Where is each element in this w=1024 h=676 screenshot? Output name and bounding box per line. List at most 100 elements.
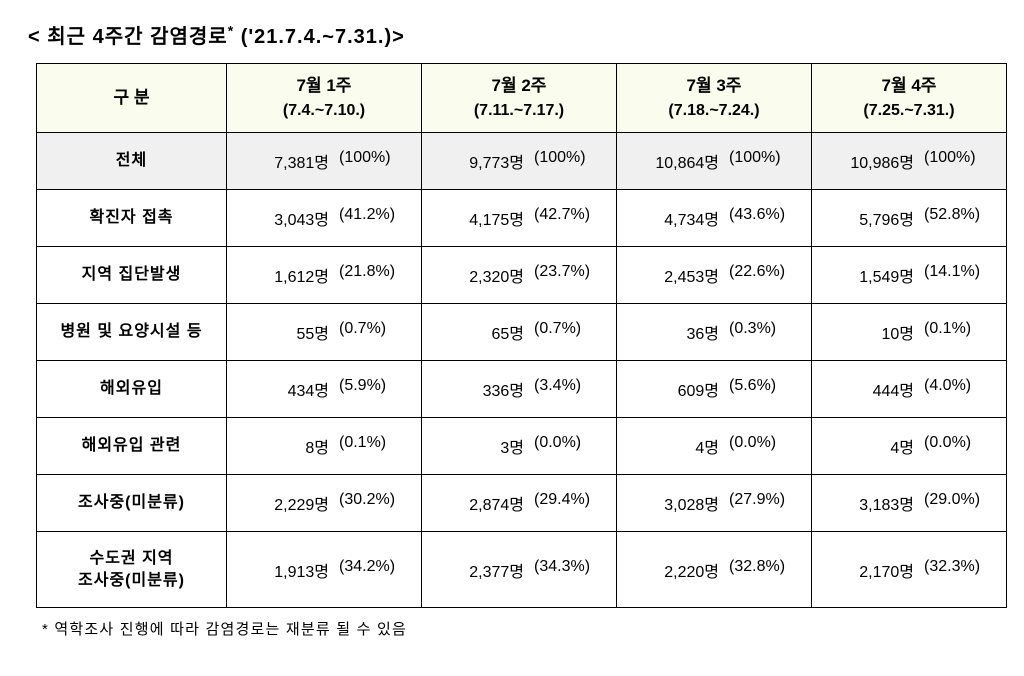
cell-percent: (22.6%) <box>729 263 793 287</box>
data-cell: 1,612명(21.8%) <box>227 247 422 304</box>
cell-count: 2,874명 <box>452 491 524 515</box>
table-row: 조사중(미분류)2,229명(30.2%) 2,874명 (29.4%) 3,028명… <box>37 475 1007 532</box>
data-cell: 1,913명(34.2%) <box>227 532 422 608</box>
table-row: 확진자 접촉3,043명(41.2%)4,175명(42.7%)4,734명(4… <box>37 190 1007 247</box>
data-cell: 5,796명 (52.8%) <box>812 190 1007 247</box>
table-row: 지역 집단발생1,612명(21.8%)2,320명(23.7%)2,453명(… <box>37 247 1007 304</box>
data-cell: 2,320명(23.7%) <box>422 247 617 304</box>
cell-count: 4명 <box>647 434 719 458</box>
cell-count: 4명 <box>842 434 914 458</box>
data-cell: 3,043명 (41.2%) <box>227 190 422 247</box>
week-range: (7.4.~7.10.) <box>283 102 365 119</box>
cell-percent: (32.3%) <box>924 558 988 582</box>
cell-percent: (100%) <box>339 149 403 173</box>
data-cell: 336명(3.4%) <box>422 361 617 418</box>
cell-percent: (0.3%) <box>729 320 793 344</box>
title-asterisk: * <box>228 22 234 38</box>
cell-percent: (41.2%) <box>339 206 403 230</box>
data-cell: 609명 (5.6%) <box>617 361 812 418</box>
cell-percent: (29.0%) <box>924 491 988 515</box>
row-label: 전체 <box>37 133 227 190</box>
cell-count: 3,028명 <box>647 491 719 515</box>
cell-percent: (0.1%) <box>924 320 988 344</box>
data-cell: 55명 (0.7%) <box>227 304 422 361</box>
data-cell: 444명(4.0%) <box>812 361 1007 418</box>
cell-percent: (0.0%) <box>729 434 793 458</box>
data-cell: 8명(0.1%) <box>227 418 422 475</box>
cell-count: 5,796명 <box>842 206 914 230</box>
cell-percent: (21.8%) <box>339 263 403 287</box>
cell-percent: (42.7%) <box>534 206 598 230</box>
week-range: (7.11.~7.17.) <box>474 102 564 119</box>
footnote: * 역학조사 진행에 따라 감염경로는 재분류 될 수 있음 <box>42 618 1000 639</box>
data-cell: 2,229명(30.2%) <box>227 475 422 532</box>
row-label: 해외유입 <box>37 361 227 418</box>
week-title: 7월 1주 <box>297 76 352 95</box>
cell-percent: (100%) <box>924 149 988 173</box>
data-cell: 10,864명 (100%) <box>617 133 812 190</box>
cell-percent: (0.0%) <box>534 434 598 458</box>
data-cell: 2,220명(32.8%) <box>617 532 812 608</box>
table-body: 전체7,381명(100%)9,773명(100%)10,864명(100%)1… <box>37 133 1007 608</box>
cell-count: 2,320명 <box>452 263 524 287</box>
week-title: 7월 2주 <box>492 76 547 95</box>
header-week-4: 7월 4주 (7.25.~7.31.) <box>812 64 1007 133</box>
cell-count: 4,175명 <box>452 206 524 230</box>
cell-count: 2,170명 <box>842 558 914 582</box>
cell-percent: (27.9%) <box>729 491 793 515</box>
table-header-row: 구 분 7월 1주 (7.4.~7.10.) 7월 2주 (7.11.~7.17… <box>37 64 1007 133</box>
data-cell: 2,453명 (22.6%) <box>617 247 812 304</box>
cell-count: 3,043명 <box>257 206 329 230</box>
cell-count: 2,453명 <box>647 263 719 287</box>
cell-count: 65명 <box>452 320 524 344</box>
header-week-3: 7월 3주 (7.18.~7.24.) <box>617 64 812 133</box>
cell-count: 3명 <box>452 434 524 458</box>
title-core: 최근 4주간 감염경로 <box>47 26 227 48</box>
week-title: 7월 4주 <box>882 76 937 95</box>
data-cell: 3명 (0.0%) <box>422 418 617 475</box>
cell-percent: (5.9%) <box>339 377 403 401</box>
cell-count: 2,220명 <box>647 558 719 582</box>
cell-count: 444명 <box>842 377 914 401</box>
data-cell: 434명 (5.9%) <box>227 361 422 418</box>
cell-count: 9,773명 <box>452 149 524 173</box>
cell-count: 55명 <box>257 320 329 344</box>
data-cell: 3,028명 (27.9%) <box>617 475 812 532</box>
row-label: 수도권 지역조사중(미분류) <box>37 532 227 608</box>
cell-count: 3,183명 <box>842 491 914 515</box>
cell-count: 434명 <box>257 377 329 401</box>
cell-percent: (30.2%) <box>339 491 403 515</box>
row-label: 병원 및 요양시설 등 <box>37 304 227 361</box>
cell-count: 8명 <box>257 434 329 458</box>
table-row: 수도권 지역조사중(미분류)1,913명(34.2%)2,377명(34.3%)… <box>37 532 1007 608</box>
title-range: ('21.7.4.~7.31.) <box>241 26 392 48</box>
week-range: (7.18.~7.24.) <box>668 102 759 119</box>
cell-count: 7,381명 <box>257 149 329 173</box>
cell-percent: (100%) <box>729 149 793 173</box>
cell-percent: (0.0%) <box>924 434 988 458</box>
cell-percent: (29.4%) <box>534 491 598 515</box>
data-cell: 2,874명 (29.4%) <box>422 475 617 532</box>
data-cell: 4명 (0.0%) <box>812 418 1007 475</box>
cell-percent: (0.7%) <box>339 320 403 344</box>
cell-percent: (52.8%) <box>924 206 988 230</box>
cell-percent: (100%) <box>534 149 598 173</box>
cell-count: 2,377명 <box>452 558 524 582</box>
title-suffix: > <box>392 26 405 48</box>
cell-count: 1,913명 <box>257 558 329 582</box>
cell-percent: (5.6%) <box>729 377 793 401</box>
cell-count: 10명 <box>842 320 914 344</box>
row-label: 조사중(미분류) <box>37 475 227 532</box>
header-week-2: 7월 2주 (7.11.~7.17.) <box>422 64 617 133</box>
cell-count: 609명 <box>647 377 719 401</box>
cell-count: 10,864명 <box>647 149 719 173</box>
data-cell: 4,734명(43.6%) <box>617 190 812 247</box>
table-row: 해외유입 관련8명(0.1%)3명(0.0%)4명(0.0%)4명(0.0%) <box>37 418 1007 475</box>
week-title: 7월 3주 <box>687 76 742 95</box>
cell-percent: (3.4%) <box>534 377 598 401</box>
data-cell: 4명 (0.0%) <box>617 418 812 475</box>
table-row: 전체7,381명(100%)9,773명(100%)10,864명(100%)1… <box>37 133 1007 190</box>
data-cell: 36명(0.3%) <box>617 304 812 361</box>
header-week-1: 7월 1주 (7.4.~7.10.) <box>227 64 422 133</box>
data-cell: 9,773명 (100%) <box>422 133 617 190</box>
